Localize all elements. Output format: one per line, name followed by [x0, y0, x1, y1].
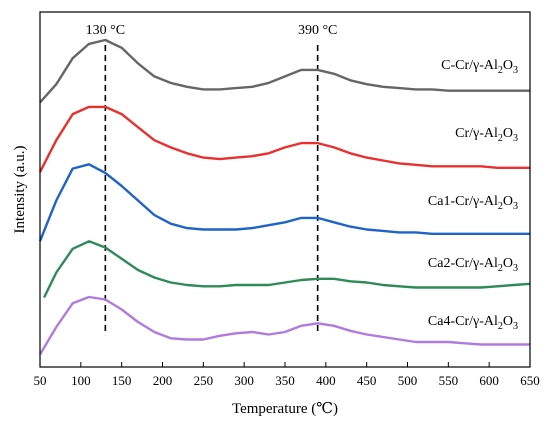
series-label: Ca4-Cr/γ-Al2O3	[428, 314, 518, 332]
x-axis: 50 100 150 200 250 300 350 400 450 500 550 600 650	[34, 362, 540, 388]
series-label: Cr/γ-Al2O3	[455, 126, 518, 144]
x-tick-label: 600	[479, 373, 499, 388]
annotation-layer: 130 °C 390 °C	[86, 23, 337, 333]
series-label: Ca1-Cr/γ-Al2O3	[428, 194, 518, 212]
x-tick-label: 150	[112, 373, 132, 388]
x-tick-label: 50	[34, 373, 47, 388]
x-tick-label: 450	[357, 373, 377, 388]
annotation-label: 390 °C	[298, 23, 337, 38]
series-line	[43, 240, 531, 299]
plot-frame	[39, 11, 531, 368]
series-label: C-Cr/γ-Al2O3	[441, 58, 518, 76]
x-tick-label: 100	[71, 373, 91, 388]
series-line	[39, 38, 530, 104]
x-tick-label: 350	[275, 373, 295, 388]
x-tick-label: 400	[316, 373, 336, 388]
series-lines	[38, 38, 531, 356]
annotation-label: 130 °C	[86, 23, 125, 38]
series-labels: C-Cr/γ-Al2O3 Cr/γ-Al2O3 Ca1-Cr/γ-Al2O3 Ca2-…	[428, 58, 518, 332]
x-tick-label: 650	[520, 373, 540, 388]
series-line	[38, 163, 530, 242]
series-label: Ca2-Cr/γ-Al2O3	[428, 256, 518, 274]
x-tick-label: 250	[194, 373, 214, 388]
x-tick-label: 500	[398, 373, 418, 388]
series-line	[38, 295, 530, 356]
x-tick-label: 200	[153, 373, 173, 388]
series-line	[38, 105, 530, 173]
x-axis-title: Temperature (℃)	[232, 401, 338, 417]
x-tick-label: 300	[234, 373, 254, 388]
y-axis-title: Intensity (a.u.)	[12, 146, 28, 234]
x-tick-label: 550	[439, 373, 459, 388]
